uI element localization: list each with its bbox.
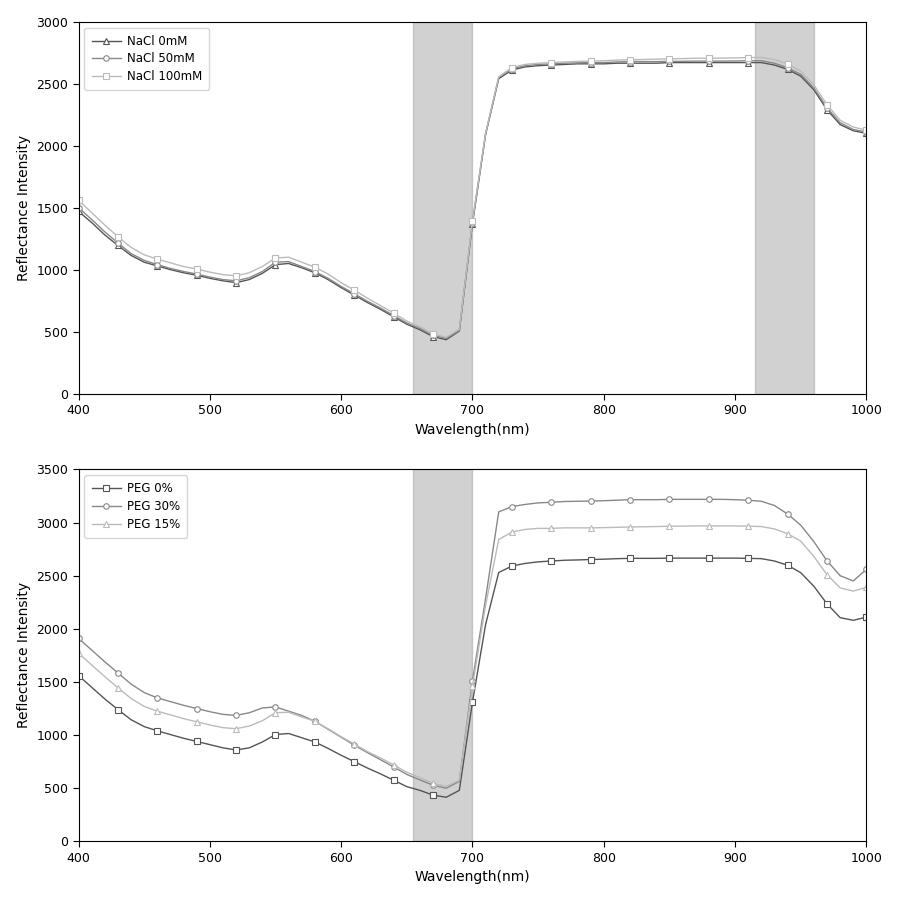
NaCl 0mM [73, 206, 84, 217]
PEG 30% [559, 496, 570, 507]
NaCl 0mM [506, 65, 517, 76]
PEG 0% [257, 737, 268, 748]
PEG 30% [664, 494, 675, 505]
PEG 0% [782, 560, 793, 570]
PEG 15% [257, 715, 268, 726]
Y-axis label: Reflectance Intensity: Reflectance Intensity [17, 134, 31, 281]
NaCl 0mM [349, 289, 360, 300]
PEG 15% [349, 739, 360, 750]
PEG 30% [257, 703, 268, 714]
NaCl 100mM [441, 332, 451, 342]
PEG 0% [73, 670, 84, 681]
Line: PEG 0%: PEG 0% [76, 555, 869, 800]
NaCl 100mM [506, 62, 517, 73]
NaCl 50mM [231, 276, 242, 287]
Legend: NaCl 0mM, NaCl 50mM, NaCl 100mM: NaCl 0mM, NaCl 50mM, NaCl 100mM [85, 28, 209, 90]
NaCl 50mM [257, 266, 268, 277]
PEG 15% [506, 527, 517, 538]
Line: PEG 15%: PEG 15% [76, 523, 869, 789]
PEG 0% [559, 555, 570, 566]
Bar [414, 469, 473, 842]
PEG 30% [349, 740, 360, 751]
Bar [414, 22, 473, 394]
PEG 30% [231, 710, 242, 721]
NaCl 100mM [257, 261, 268, 272]
PEG 30% [506, 501, 517, 512]
NaCl 50mM [782, 62, 793, 73]
PEG 15% [73, 648, 84, 659]
PEG 30% [861, 564, 872, 575]
NaCl 0mM [257, 268, 268, 278]
PEG 0% [349, 756, 360, 767]
NaCl 100mM [756, 52, 767, 63]
PEG 15% [861, 582, 872, 593]
NaCl 0mM [782, 64, 793, 75]
PEG 0% [664, 552, 675, 563]
PEG 30% [782, 509, 793, 520]
NaCl 0mM [559, 59, 570, 70]
NaCl 100mM [559, 57, 570, 68]
X-axis label: Wavelength(nm): Wavelength(nm) [414, 423, 530, 437]
NaCl 0mM [441, 334, 451, 345]
PEG 15% [559, 523, 570, 533]
NaCl 50mM [559, 58, 570, 68]
NaCl 100mM [73, 195, 84, 205]
Line: NaCl 0mM: NaCl 0mM [76, 59, 869, 342]
PEG 0% [506, 560, 517, 571]
Legend: PEG 0%, PEG 30%, PEG 15%: PEG 0%, PEG 30%, PEG 15% [85, 476, 187, 538]
Line: PEG 30%: PEG 30% [76, 496, 869, 791]
NaCl 100mM [782, 59, 793, 69]
PEG 15% [782, 528, 793, 539]
Line: NaCl 100mM: NaCl 100mM [76, 55, 869, 340]
NaCl 0mM [861, 128, 872, 139]
PEG 0% [861, 612, 872, 623]
Line: NaCl 50mM: NaCl 50mM [76, 58, 869, 341]
NaCl 50mM [506, 63, 517, 74]
X-axis label: Wavelength(nm): Wavelength(nm) [414, 870, 530, 885]
Y-axis label: Reflectance Intensity: Reflectance Intensity [17, 582, 31, 728]
NaCl 50mM [349, 288, 360, 299]
NaCl 50mM [441, 333, 451, 344]
PEG 15% [690, 521, 701, 532]
NaCl 50mM [743, 55, 753, 66]
NaCl 0mM [664, 57, 675, 68]
PEG 0% [231, 744, 242, 755]
NaCl 0mM [231, 278, 242, 288]
PEG 15% [441, 781, 451, 792]
NaCl 100mM [231, 270, 242, 281]
PEG 15% [231, 724, 242, 734]
NaCl 100mM [861, 124, 872, 135]
PEG 30% [73, 633, 84, 644]
NaCl 50mM [861, 127, 872, 138]
PEG 0% [441, 792, 451, 803]
NaCl 50mM [73, 202, 84, 213]
PEG 30% [441, 783, 451, 794]
NaCl 100mM [349, 285, 360, 296]
Bar [755, 22, 814, 394]
